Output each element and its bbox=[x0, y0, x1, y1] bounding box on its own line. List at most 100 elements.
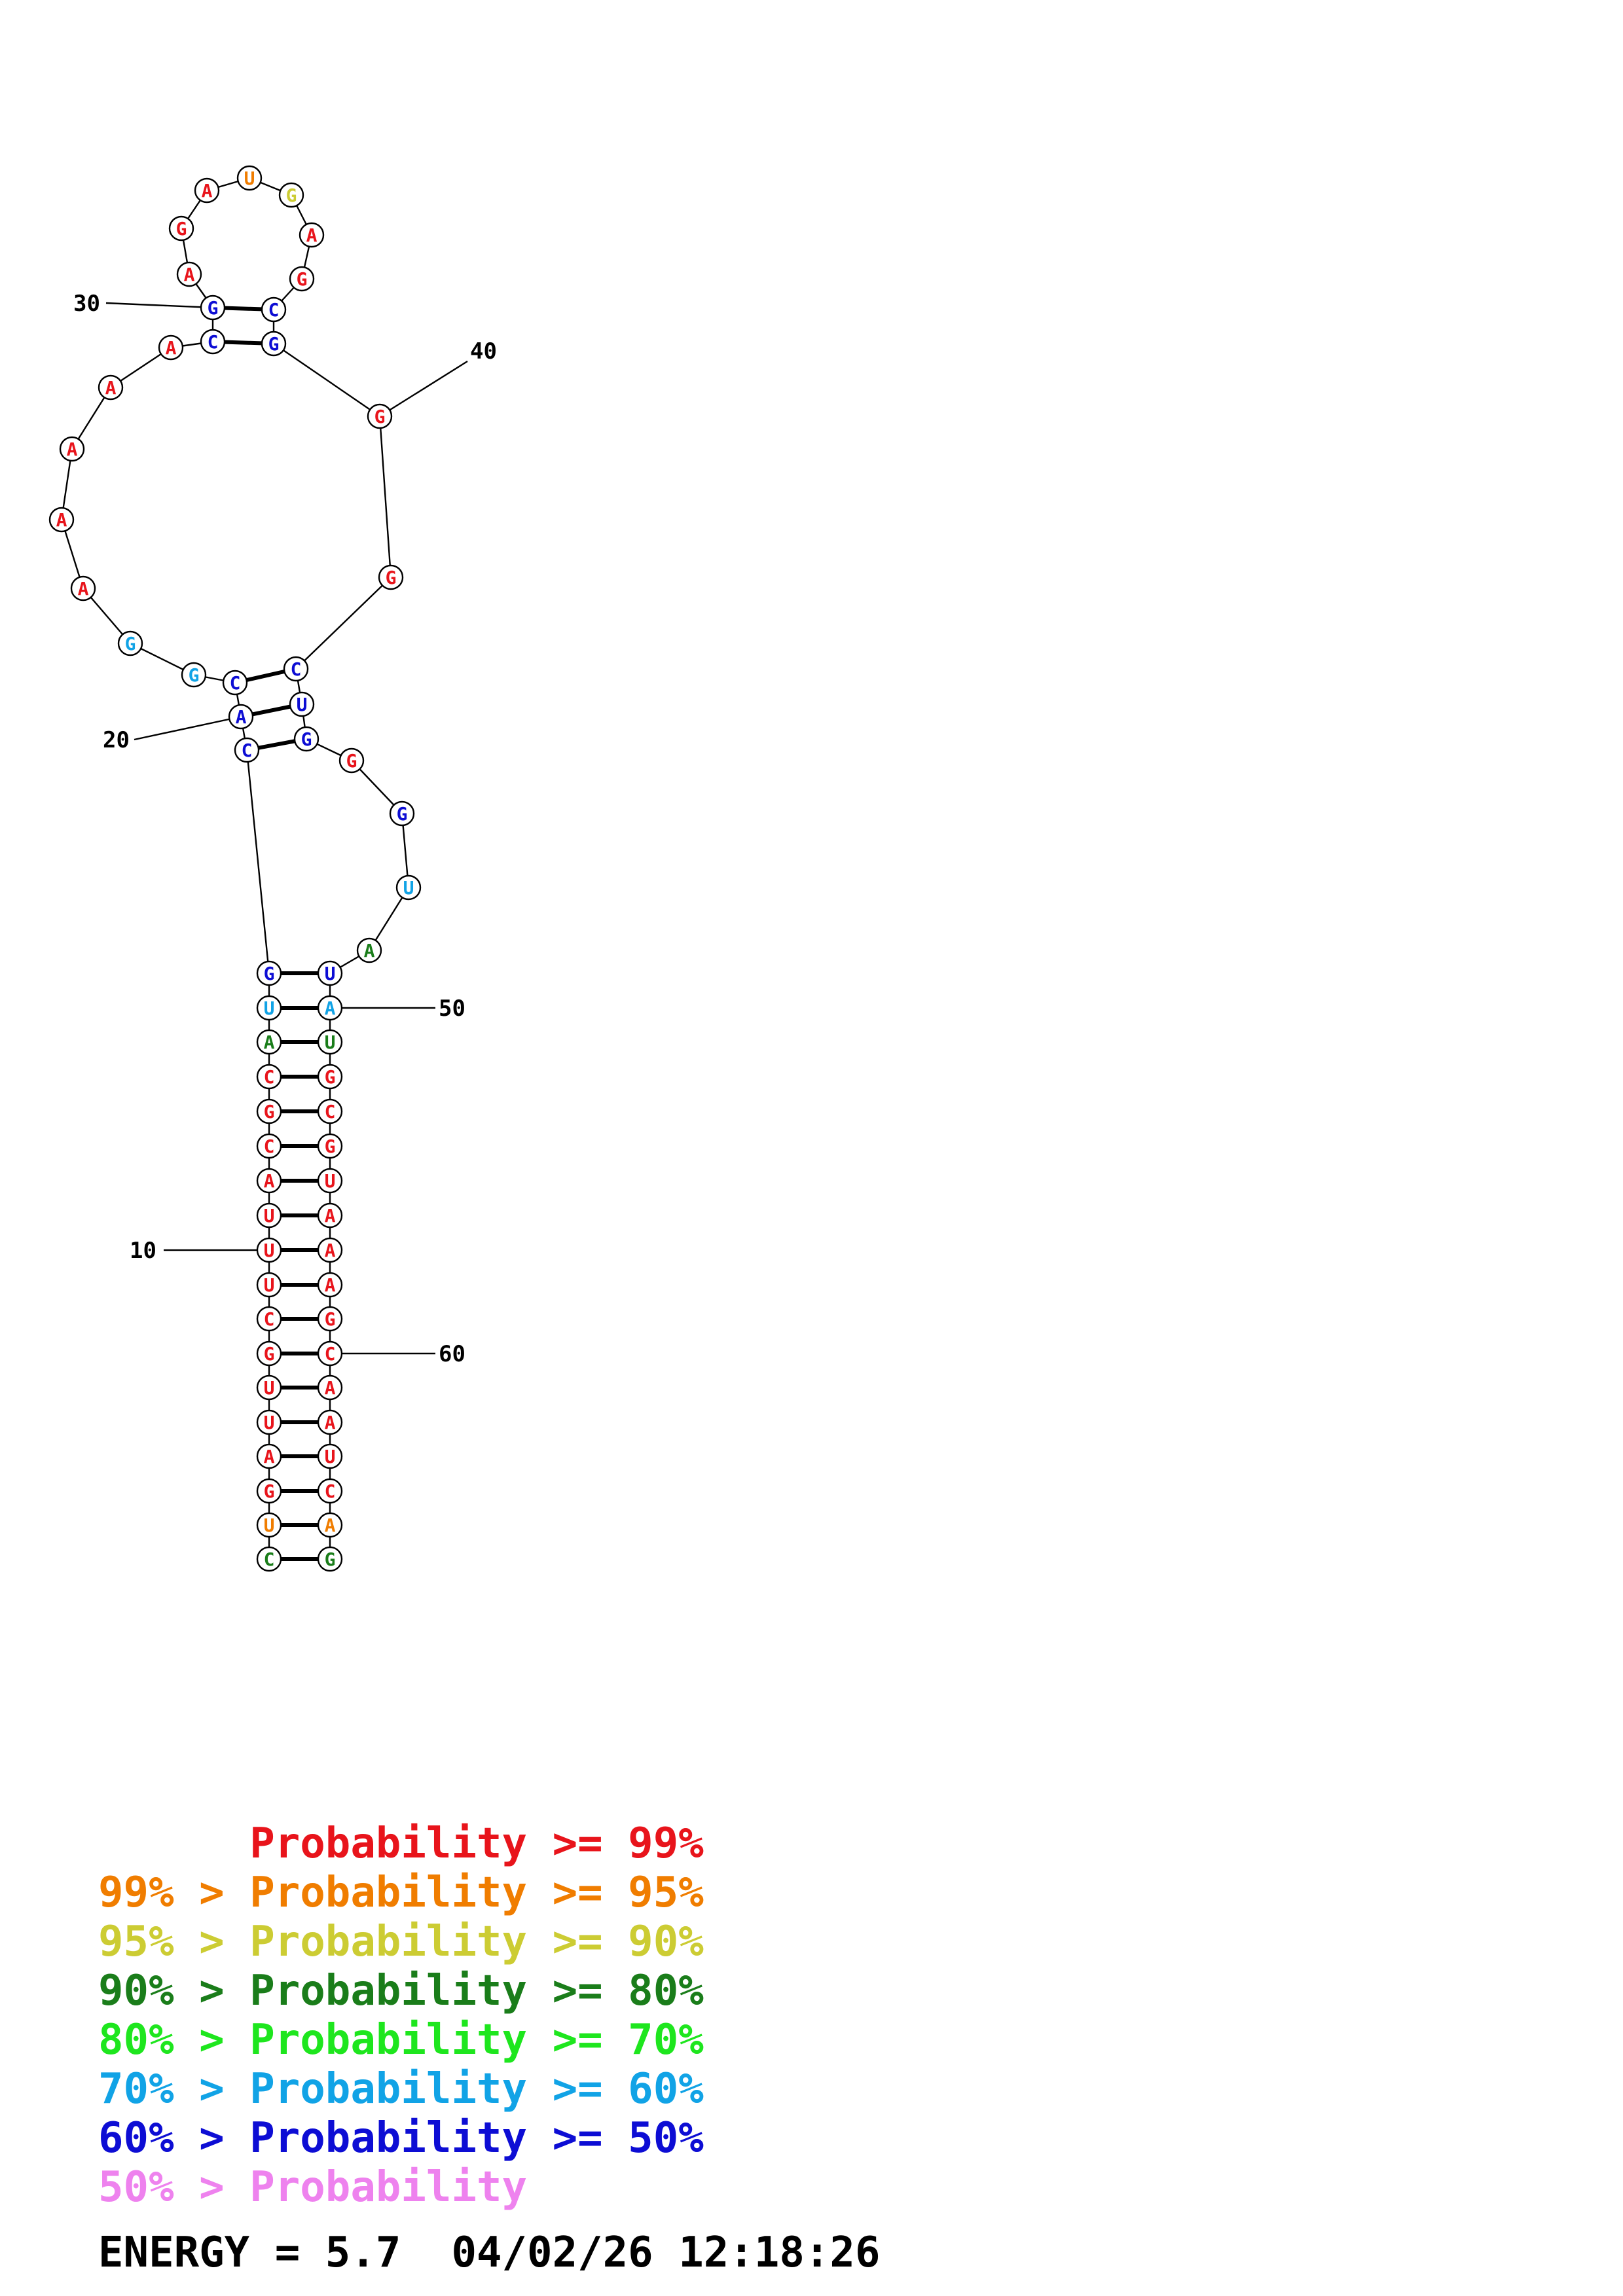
nucleotide-circle bbox=[317, 1064, 343, 1090]
nucleotide-circle bbox=[289, 691, 315, 717]
nucleotide-letter: A bbox=[105, 377, 117, 399]
nucleotide-circle bbox=[389, 800, 415, 827]
nucleotide-letter: A bbox=[325, 1412, 336, 1433]
nucleotide-circle bbox=[317, 1512, 343, 1538]
nucleotide-circle bbox=[256, 1478, 282, 1504]
nucleotide-letter: G bbox=[264, 963, 275, 984]
nucleotide-letter: G bbox=[325, 1308, 336, 1330]
index-label: 40 bbox=[470, 338, 497, 365]
nucleotide-letter: G bbox=[346, 750, 357, 772]
nucleotide: U bbox=[256, 1202, 282, 1229]
nucleotide-circle bbox=[317, 1374, 343, 1401]
nucleotide: G bbox=[289, 266, 315, 292]
legend-prefix: 70% > bbox=[98, 2065, 250, 2113]
index-label-leader bbox=[105, 302, 213, 309]
nucleotide: A bbox=[256, 1029, 282, 1055]
nucleotide: A bbox=[317, 1202, 343, 1229]
nucleotide: C bbox=[317, 1340, 343, 1367]
nucleotide: G bbox=[168, 215, 194, 242]
nucleotide-circle bbox=[256, 1064, 282, 1090]
nucleotide: C bbox=[283, 656, 309, 682]
nucleotide-letter: A bbox=[325, 1377, 336, 1399]
nucleotide: C bbox=[256, 1064, 282, 1090]
nucleotide-letter: U bbox=[264, 1274, 275, 1296]
index-label: 50 bbox=[439, 996, 465, 1022]
nucleotide-letter: U bbox=[325, 1170, 336, 1192]
probability-legend: Probability >= 99% 99% > Probability >= 9… bbox=[98, 1820, 704, 2212]
nucleotide-circle bbox=[256, 1306, 282, 1332]
nucleotide-circle bbox=[317, 1029, 343, 1055]
legend-row: 95% > Probability >= 90% bbox=[98, 1918, 704, 1967]
nucleotide-letter: A bbox=[202, 180, 213, 202]
nucleotide-letter: A bbox=[67, 439, 78, 460]
nucleotide: A bbox=[299, 222, 325, 248]
nucleotide: U bbox=[256, 1272, 282, 1298]
nucleotide: G bbox=[256, 1478, 282, 1504]
nucleotide-circle bbox=[278, 182, 304, 208]
nucleotide: G bbox=[278, 182, 304, 208]
nucleotide: G bbox=[256, 960, 282, 986]
nucleotide: G bbox=[181, 662, 207, 688]
nucleotide: G bbox=[261, 331, 287, 357]
nucleotide: G bbox=[256, 1340, 282, 1367]
nucleotide: A bbox=[194, 177, 220, 204]
base-pair-layer bbox=[212, 306, 330, 1561]
nucleotide-circle bbox=[299, 222, 325, 248]
nucleotide: A bbox=[317, 1237, 343, 1263]
nucleotide-letter: G bbox=[325, 1066, 336, 1088]
backbone-segment bbox=[295, 577, 392, 670]
index-label: 60 bbox=[439, 1341, 465, 1367]
nucleotide-letter: G bbox=[189, 664, 200, 686]
nucleotide-circle bbox=[256, 1512, 282, 1538]
legend-prefix: 60% > bbox=[98, 2114, 250, 2162]
nucleotide-letter: C bbox=[291, 658, 302, 680]
nucleotide: U bbox=[256, 1409, 282, 1435]
nucleotide-letter: U bbox=[264, 1240, 275, 1261]
nucleotide-circle bbox=[317, 1306, 343, 1332]
nucleotide-circle bbox=[194, 177, 220, 204]
nucleotide-circle bbox=[317, 1443, 343, 1469]
nucleotide-letter: G bbox=[325, 1549, 336, 1570]
nucleotide-circle bbox=[200, 295, 226, 321]
nucleotide-circle bbox=[378, 564, 404, 590]
nucleotide: G bbox=[200, 295, 226, 321]
nucleotide: G bbox=[317, 1546, 343, 1572]
nucleotide-letter: U bbox=[297, 694, 308, 715]
nucleotide-circle bbox=[222, 670, 248, 696]
nucleotide: C bbox=[317, 1478, 343, 1504]
nucleotide-circle bbox=[158, 334, 184, 361]
nucleotide-circle bbox=[59, 436, 85, 462]
nucleotide-circle bbox=[356, 937, 382, 963]
nucleotide: C bbox=[256, 1306, 282, 1332]
nucleotide-letter: G bbox=[397, 803, 408, 825]
nucleotide-letter: G bbox=[264, 1343, 275, 1365]
nucleotide-letter: G bbox=[386, 567, 397, 588]
nucleotide-circle bbox=[261, 296, 287, 323]
nucleotide-circle bbox=[317, 1237, 343, 1263]
nucleotide-letter: A bbox=[78, 578, 89, 600]
nucleotide-circle bbox=[256, 1546, 282, 1572]
nucleotide: A bbox=[317, 1409, 343, 1435]
legend-row: 80% > Probability >= 70% bbox=[98, 2016, 704, 2065]
nucleotide-letter: G bbox=[301, 728, 312, 750]
nucleotide-letter: U bbox=[325, 1031, 336, 1053]
legend-row: 90% > Probability >= 80% bbox=[98, 1967, 704, 2016]
nucleotide-letter: A bbox=[184, 264, 195, 285]
legend-row: 60% > Probability >= 50% bbox=[98, 2114, 704, 2163]
nucleotide: G bbox=[378, 564, 404, 590]
nucleotide: A bbox=[256, 1168, 282, 1194]
legend-prefix: 95% > bbox=[98, 1918, 250, 1966]
nucleotide-letter: U bbox=[264, 1205, 275, 1227]
legend-label: Probability >= 50% bbox=[249, 2114, 704, 2162]
legend-row: 99% > Probability >= 95% bbox=[98, 1869, 704, 1918]
nucleotide-circle bbox=[256, 1133, 282, 1159]
timestamp: 04/02/26 12:18:26 bbox=[451, 2229, 881, 2277]
nucleotide-letter: U bbox=[325, 1446, 336, 1467]
nucleotide-circle bbox=[317, 1168, 343, 1194]
nucleotide: A bbox=[70, 575, 96, 601]
nucleotide: G bbox=[256, 1098, 282, 1124]
legend-row: 50% > Probability bbox=[98, 2163, 704, 2212]
nucleotide-circle bbox=[234, 737, 260, 763]
index-label-leader bbox=[379, 360, 468, 418]
nucleotide-circle bbox=[256, 1098, 282, 1124]
